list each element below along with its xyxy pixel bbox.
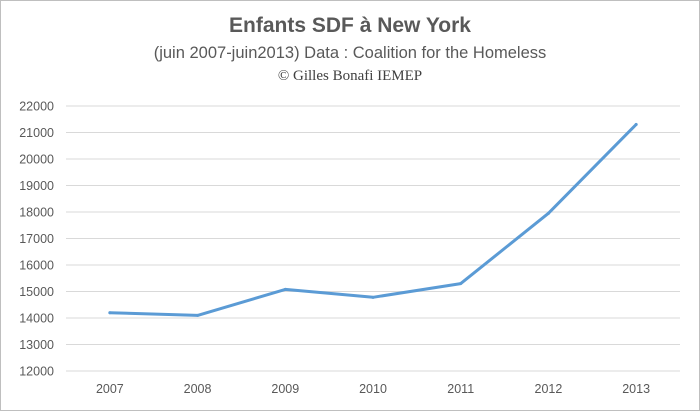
chart-credit: © Gilles Bonafi IEMEP <box>277 68 423 84</box>
chart-subtitle: (juin 2007-juin2013) Data : Coalition fo… <box>153 44 547 62</box>
x-tick-label: 2011 <box>447 382 474 396</box>
x-tick-label: 2013 <box>622 382 650 396</box>
x-tick-label: 2012 <box>535 382 563 396</box>
data-point <box>108 311 112 315</box>
gridlines <box>66 105 680 372</box>
data-point <box>634 123 638 127</box>
x-tick-label: 2007 <box>96 382 124 396</box>
data-point <box>459 282 463 286</box>
y-tick-label: 16000 <box>19 259 54 273</box>
y-tick-label: 13000 <box>19 338 54 352</box>
series-line <box>108 123 638 317</box>
y-tick-label: 17000 <box>19 232 54 246</box>
y-tick-label: 12000 <box>19 365 54 379</box>
x-tick-label: 2010 <box>359 382 387 396</box>
y-tick-label: 22000 <box>19 100 54 114</box>
x-axis-ticks: 2007 2008 2009 2010 2011 2012 2013 <box>96 382 650 396</box>
y-tick-label: 21000 <box>19 126 54 140</box>
x-tick-label: 2009 <box>271 382 299 396</box>
y-tick-label: 20000 <box>19 153 54 167</box>
y-tick-label: 15000 <box>19 285 54 299</box>
y-tick-label: 19000 <box>19 179 54 193</box>
y-tick-label: 14000 <box>19 312 54 326</box>
data-point <box>196 313 200 317</box>
series-group <box>108 123 638 317</box>
data-point <box>546 211 550 215</box>
data-point <box>283 287 287 291</box>
chart-title: Enfants SDF à New York <box>229 14 471 37</box>
y-tick-label: 18000 <box>19 206 54 220</box>
x-tick-label: 2008 <box>184 382 212 396</box>
y-axis-ticks: 12000 13000 14000 15000 16000 17000 18000 19000… <box>19 100 54 379</box>
data-point <box>371 295 375 299</box>
